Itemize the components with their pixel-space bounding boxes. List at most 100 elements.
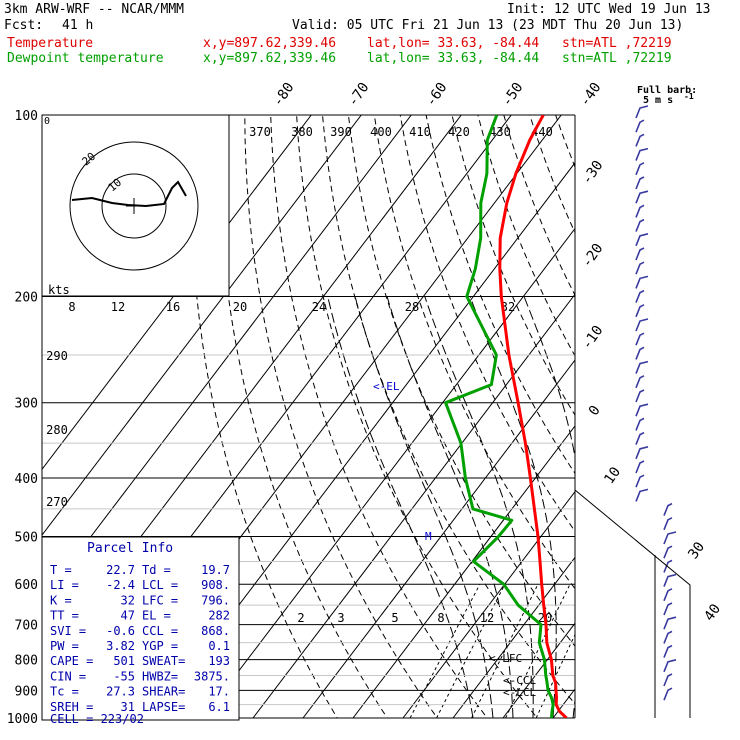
- parcel-row-3-value-1: 47: [121, 609, 135, 623]
- wind-barb: [635, 375, 645, 389]
- hodograph-speed-unit: kts: [48, 283, 70, 297]
- wind-barb: [635, 332, 645, 346]
- dry-adiabat-420: [633, 115, 740, 731]
- parcel-row-4-label-2: CCL =: [142, 624, 178, 638]
- pressure-label-400: 400: [15, 472, 38, 487]
- theta-label-420: 420: [448, 125, 470, 139]
- mixing-ratio-label-12: 12: [480, 611, 494, 625]
- parcel-row-5-label-2: YGP =: [142, 639, 178, 653]
- parcel-row-2-label-1: K =: [50, 593, 72, 607]
- isotherm--40: [252, 293, 575, 718]
- dry-adiabat-270: [244, 115, 438, 718]
- wind-barb: [635, 460, 645, 474]
- wind-barb: [635, 403, 649, 417]
- temperature-profile: [498, 115, 568, 718]
- dry-adiabat-280: [270, 115, 488, 718]
- wind-barb: [635, 105, 649, 119]
- parcel-row-0-value-2: 19.7: [201, 563, 230, 577]
- wind-barb: [635, 488, 649, 502]
- dry-adiabat-440: [685, 115, 740, 731]
- parcel-row-4-value-1: -0.6: [106, 624, 135, 638]
- mixing-ratio-label-8: 8: [437, 611, 444, 625]
- model-title: 3km ARW-WRF -- NCAR/MMM: [4, 2, 185, 17]
- temperature-station: stn=ATL ,72219: [562, 36, 672, 51]
- theta-label-410: 410: [409, 125, 431, 139]
- wind-barb: [663, 616, 677, 630]
- wind-barb: [635, 389, 645, 403]
- forecast-hour: 41 h: [62, 18, 94, 33]
- isotherm-label--40: -40: [577, 80, 605, 110]
- isotherm--120: [42, 115, 312, 471]
- parcel-row-8-label-1: Tc =: [50, 685, 79, 699]
- parcel-row-6-label-2: SWEAT=: [142, 654, 185, 668]
- isotherm-20: [552, 688, 575, 718]
- wind-barb: [663, 630, 673, 644]
- theta-left-label-270: 270: [46, 495, 68, 509]
- parcel-row-2-value-2: 796.: [201, 593, 230, 607]
- hodograph-corner-label: 0: [44, 116, 50, 127]
- wind-barb: [663, 545, 673, 559]
- wind-barb: [635, 247, 645, 261]
- isotherm-label--60: -60: [423, 80, 451, 110]
- temperature-latlon: lat,lon= 33.63, -84.44: [367, 36, 540, 51]
- theta-label-380: 380: [291, 125, 313, 139]
- pressure-label-600: 600: [15, 578, 38, 593]
- pressure-label-1000: 1000: [7, 712, 38, 727]
- parcel-row-7-label-2: HWBZ=: [142, 669, 178, 683]
- parcel-row-3-label-2: EL =: [142, 609, 171, 623]
- parcel-row-3-value-2: 282: [208, 609, 230, 623]
- wind-barb: [635, 275, 649, 289]
- wind-barb: [635, 304, 645, 318]
- dewpoint-legend: Dewpoint temperature: [7, 51, 164, 66]
- barb-legend-exponent: -1: [684, 92, 694, 101]
- dry-adiabat-390: [555, 115, 575, 169]
- parcel-row-5-value-2: 0.1: [208, 639, 230, 653]
- wind-barb: [635, 119, 645, 133]
- isotherm-50: [703, 115, 740, 718]
- parcel-row-6-value-2: 193: [208, 654, 230, 668]
- dry-adiabat-430: [659, 115, 740, 731]
- pressure-label-100: 100: [15, 109, 38, 124]
- isotherm-label-40: 40: [701, 601, 724, 624]
- mixing-ratio-line-20: [577, 584, 637, 718]
- isotherm-label--20: -20: [579, 241, 607, 271]
- hodograph-speed-label-28: 28: [405, 300, 419, 314]
- wind-barb: [663, 573, 677, 587]
- wind-barb: [663, 559, 673, 573]
- moist-adiabat-28: [586, 297, 616, 719]
- wind-barb: [663, 602, 673, 616]
- parcel-row-0-label-1: T =: [50, 563, 72, 577]
- wind-barb: [663, 659, 677, 673]
- wind-barb: [635, 474, 645, 488]
- mixing-ratio-label-2: 2: [297, 611, 304, 625]
- wind-barb: [635, 190, 649, 204]
- hodograph-ring-outer: [69, 141, 199, 271]
- mixing-ratio-line-12: [535, 633, 575, 718]
- mixing-ratio-line-5: [471, 583, 539, 718]
- parcel-row-0-label-2: Td =: [142, 563, 171, 577]
- wind-barb: [635, 218, 645, 232]
- dewpoint-profile: [444, 115, 555, 718]
- mixing-ratio-line-3: [436, 583, 506, 718]
- lcl-marker: <-LCL: [503, 686, 536, 699]
- wind-barb: [635, 176, 645, 190]
- parcel-row-5-label-1: PW =: [50, 639, 79, 653]
- parcel-row-0-value-1: 22.7: [106, 563, 135, 577]
- wind-barb: [663, 531, 677, 545]
- isotherm-label-0: 0: [586, 403, 604, 419]
- isotherm-30: [603, 115, 740, 718]
- wind-barb: [635, 162, 645, 176]
- wind-barb: [635, 204, 645, 218]
- parcel-info-frame: [41, 536, 240, 721]
- parcel-row-9-label-2: LAPSE=: [142, 700, 185, 714]
- parcel-row-1-value-2: 908.: [201, 578, 230, 592]
- wind-barb: [663, 687, 673, 701]
- moist-adiabat-32: [613, 297, 657, 719]
- parcel-row-4-value-2: 868.: [201, 624, 230, 638]
- parcel-row-5-value-1: 3.82: [106, 639, 135, 653]
- pressure-label-200: 200: [15, 291, 38, 306]
- wind-barb: [635, 289, 645, 303]
- dry-adiabat-320: [373, 115, 575, 590]
- dry-adiabat-400: [582, 115, 740, 731]
- parcel-row-9-value-2: 6.1: [208, 700, 230, 714]
